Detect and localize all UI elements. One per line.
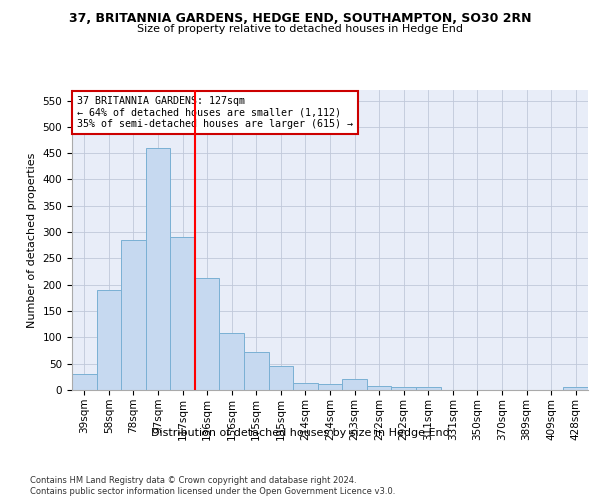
Text: Contains public sector information licensed under the Open Government Licence v3: Contains public sector information licen… — [30, 487, 395, 496]
Bar — [416, 388, 440, 390]
Y-axis label: Number of detached properties: Number of detached properties — [27, 152, 37, 328]
Bar — [244, 352, 269, 390]
Bar — [121, 240, 146, 390]
Bar — [170, 238, 195, 390]
Bar — [220, 333, 244, 390]
Bar — [269, 366, 293, 390]
Bar — [563, 388, 588, 390]
Text: Size of property relative to detached houses in Hedge End: Size of property relative to detached ho… — [137, 24, 463, 34]
Bar — [97, 290, 121, 390]
Text: Contains HM Land Registry data © Crown copyright and database right 2024.: Contains HM Land Registry data © Crown c… — [30, 476, 356, 485]
Bar — [72, 374, 97, 390]
Bar — [367, 386, 391, 390]
Text: 37, BRITANNIA GARDENS, HEDGE END, SOUTHAMPTON, SO30 2RN: 37, BRITANNIA GARDENS, HEDGE END, SOUTHA… — [69, 12, 531, 26]
Text: Distribution of detached houses by size in Hedge End: Distribution of detached houses by size … — [151, 428, 449, 438]
Text: 37 BRITANNIA GARDENS: 127sqm
← 64% of detached houses are smaller (1,112)
35% of: 37 BRITANNIA GARDENS: 127sqm ← 64% of de… — [77, 96, 353, 129]
Bar — [318, 384, 342, 390]
Bar — [342, 380, 367, 390]
Bar — [391, 388, 416, 390]
Bar — [293, 383, 318, 390]
Bar — [195, 278, 220, 390]
Bar — [146, 148, 170, 390]
